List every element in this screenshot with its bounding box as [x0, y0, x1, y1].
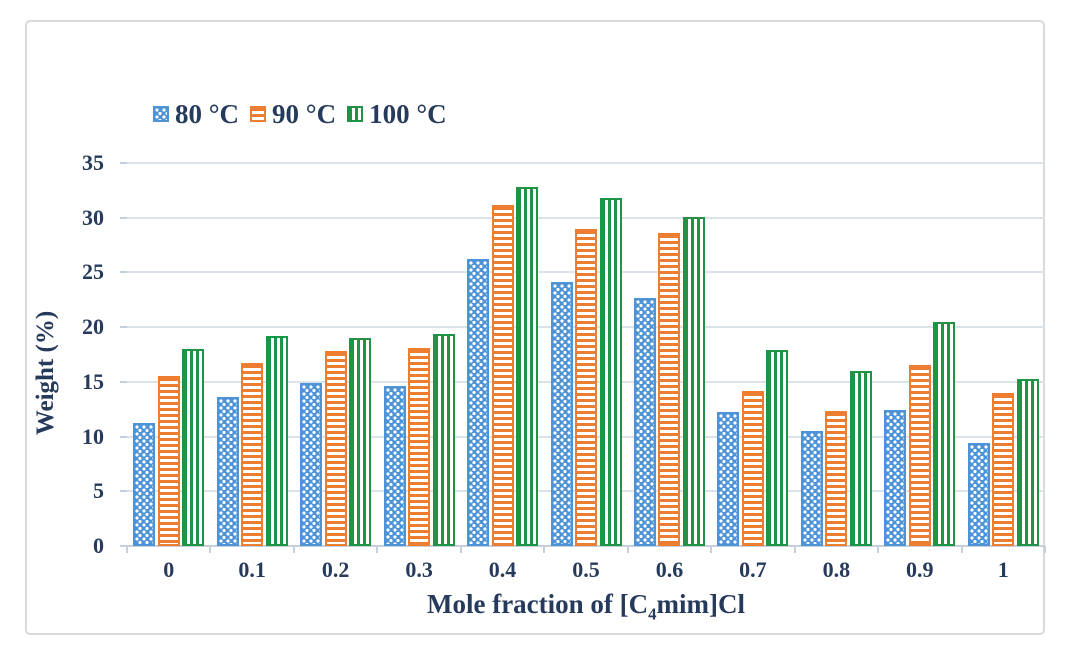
x-tick-label-0.5: 0.5	[572, 557, 600, 582]
x-tick-8	[793, 546, 796, 553]
legend-label-80C: 80 °C	[175, 98, 240, 129]
bar-100C-x0.5	[599, 198, 622, 546]
bar-100C-x0.3	[432, 333, 455, 546]
legend-label-90C: 90 °C	[272, 98, 337, 129]
x-tick-3	[376, 546, 379, 553]
y-tick-5	[120, 490, 127, 493]
legend-swatch-90C-icon	[250, 106, 267, 122]
x-tick-label-0.9: 0.9	[906, 557, 934, 582]
x-tick-11	[1044, 546, 1046, 553]
y-tick-label-10: 10	[82, 423, 104, 449]
bar-100C-x0.4	[516, 187, 539, 546]
bar-80C-x0.2	[300, 382, 323, 546]
legend-item-90C: 90 °C	[250, 98, 337, 129]
bar-90C-x0.8	[825, 411, 848, 546]
x-tick-7	[710, 546, 713, 553]
x-tick-0	[126, 546, 128, 553]
x-axis-line	[121, 545, 1045, 547]
bar-80C-x0.9	[884, 410, 907, 546]
legend-item-80C: 80 °C	[153, 98, 240, 129]
x-tick-9	[877, 546, 880, 553]
y-tick-15	[120, 380, 127, 383]
x-tick-label-0.6: 0.6	[655, 557, 684, 582]
legend-swatch-100C-icon	[347, 106, 364, 122]
bar-80C-x0.5	[550, 282, 573, 546]
bar-80C-x0	[133, 423, 156, 546]
x-axis-title: Mole fraction of [C4mim]Cl	[127, 589, 1045, 624]
bar-100C-x0.7	[766, 350, 789, 546]
bar-100C-x0.6	[682, 216, 705, 546]
y-tick-label-25: 25	[82, 259, 104, 285]
bar-100C-x0.9	[933, 321, 956, 546]
y-tick-0	[120, 545, 127, 547]
bar-90C-x0.6	[658, 233, 681, 546]
y-tick-30	[120, 216, 127, 219]
y-tick-label-0: 0	[93, 533, 104, 558]
bar-80C-x0.1	[216, 397, 239, 546]
y-tick-35	[120, 162, 127, 164]
bar-90C-x0.4	[491, 204, 514, 546]
y-tick-label-30: 30	[82, 204, 104, 230]
bar-100C-x0.2	[349, 338, 372, 546]
legend: 80 °C 90 °C 100 °C	[153, 98, 447, 130]
x-tick-label-0.7: 0.7	[739, 557, 767, 582]
gridline-y-30	[127, 216, 1045, 219]
y-tick-label-35: 35	[82, 150, 104, 175]
bar-80C-x0.3	[383, 386, 406, 546]
y-tick-label-15: 15	[82, 368, 104, 394]
bar-100C-x1	[1016, 378, 1039, 546]
x-tick-5	[543, 546, 546, 553]
x-tick-label-0.4: 0.4	[488, 557, 517, 582]
y-tick-10	[120, 435, 127, 438]
x-tick-4	[459, 546, 462, 553]
x-axis-title-subscript: 4	[648, 604, 657, 624]
y-tick-label-20: 20	[82, 314, 104, 340]
y-tick-25	[120, 271, 127, 274]
bar-90C-x0.5	[575, 228, 597, 546]
y-tick-label-5: 5	[93, 478, 104, 504]
bar-100C-x0	[182, 349, 205, 546]
x-tick-label-0.8: 0.8	[822, 557, 851, 582]
x-tick-6	[626, 546, 629, 553]
bar-90C-x1	[992, 392, 1015, 546]
bar-90C-x0.3	[408, 347, 431, 546]
x-tick-1	[209, 546, 212, 553]
bar-90C-x0.9	[908, 365, 931, 546]
x-tick-2	[292, 546, 295, 553]
bar-80C-x0.8	[800, 431, 823, 546]
bar-90C-x0.1	[241, 363, 264, 546]
x-tick-10	[960, 546, 963, 553]
bar-80C-x0.6	[633, 297, 656, 546]
y-tick-20	[120, 326, 127, 329]
x-tick-label-1: 1	[997, 557, 1009, 582]
bar-90C-x0.7	[741, 390, 764, 546]
legend-label-100C: 100 °C	[369, 98, 447, 129]
gridline-y-35	[127, 162, 1045, 164]
bar-80C-x0.7	[717, 412, 740, 546]
x-axis-title-pre: Mole fraction of [C	[426, 589, 649, 619]
x-tick-label-0: 0	[163, 557, 175, 582]
bar-80C-x0.4	[467, 259, 490, 546]
bar-80C-x1	[967, 443, 990, 546]
legend-swatch-80C-icon	[153, 106, 169, 122]
x-tick-label-0.1: 0.1	[238, 557, 266, 582]
legend-item-100C: 100 °C	[347, 98, 447, 129]
x-axis-title-post: mim]Cl	[656, 589, 746, 619]
bar-90C-x0	[157, 376, 180, 546]
x-tick-label-0.3: 0.3	[405, 557, 433, 582]
bar-100C-x0.1	[265, 335, 288, 546]
bar-90C-x0.2	[324, 351, 347, 546]
x-tick-label-0.2: 0.2	[321, 557, 350, 582]
bar-100C-x0.8	[849, 370, 872, 546]
